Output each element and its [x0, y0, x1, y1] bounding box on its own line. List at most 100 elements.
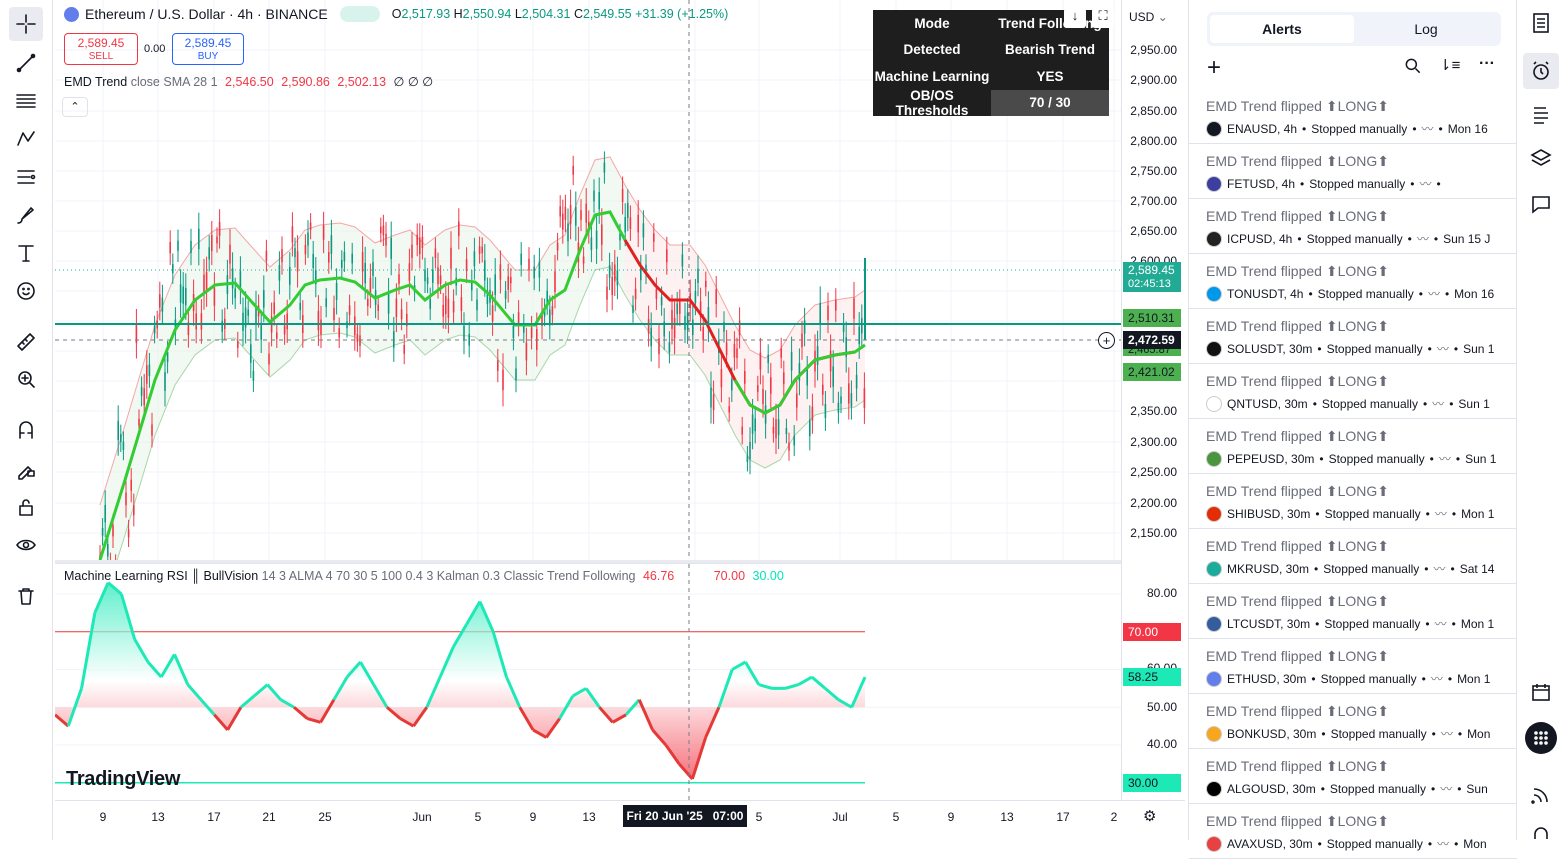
rsi-line — [690, 736, 708, 780]
sell-button[interactable]: 2,589.45 SELL — [64, 33, 138, 65]
crosshair-price-label: 2,472.59 — [1123, 331, 1181, 349]
trend-line-icon[interactable] — [9, 46, 43, 80]
draw-lock-icon[interactable] — [9, 452, 43, 486]
tab-alerts[interactable]: Alerts — [1210, 15, 1354, 43]
rsi-line — [385, 706, 402, 720]
buy-button[interactable]: 2,589.45 BUY — [172, 33, 244, 65]
add-alert-plus-icon[interactable]: + — [1098, 332, 1115, 349]
price-tick: 2,150.00 — [1130, 526, 1177, 540]
alert-item[interactable]: EMD Trend flipped ⬆LONG⬆ ETHUSD, 30m • Stop… — [1189, 639, 1517, 694]
trash-icon[interactable] — [9, 579, 43, 613]
candle-body — [668, 342, 671, 353]
object-tree-icon[interactable] — [1526, 100, 1556, 130]
rsi-line — [465, 600, 482, 625]
rsi-canvas[interactable] — [55, 564, 1121, 800]
tradingview-logo[interactable]: TradingView — [66, 768, 181, 790]
add-alert-icon[interactable]: + — [1207, 54, 1222, 81]
candle-body — [796, 393, 798, 408]
tab-log[interactable]: Log — [1414, 21, 1438, 37]
candle-body — [424, 269, 426, 282]
watchlist-icon[interactable] — [1526, 8, 1556, 38]
candle-body — [117, 420, 119, 441]
price-chart-canvas[interactable] — [55, 0, 1121, 560]
currency-select[interactable]: USD ⌄ — [1129, 10, 1168, 24]
emd-trend-legend[interactable]: EMD Trend close SMA 28 1 2,546.50 2,590.… — [64, 75, 434, 89]
alert-item[interactable]: EMD Trend flipped ⬆LONG⬆ ALGOUSD, 30m • Sto… — [1189, 749, 1517, 804]
chat-icon[interactable] — [1526, 189, 1556, 219]
alerts-clock-icon[interactable] — [1523, 53, 1559, 89]
notification-icon[interactable] — [1526, 820, 1556, 850]
candle-body — [569, 205, 572, 224]
candle-body — [528, 258, 530, 270]
coin-icon — [1206, 450, 1222, 467]
sort-icon[interactable]: ⇂≡ — [1439, 57, 1461, 74]
candle-body — [780, 348, 782, 358]
time-axis[interactable]: 9 13 17 21 25 Jun 5 9 13 5 Jul 5 9 13 17 2 Fri 20 Jun '… — [55, 800, 1185, 840]
price-tick: 2,900.00 — [1130, 73, 1177, 87]
alert-item[interactable]: EMD Trend flipped ⬆LONG⬆ AVAXUSD, 30m • Sto… — [1189, 804, 1517, 859]
price-scale[interactable]: USD ⌄ 2,950.00 2,900.00 2,850.00 2,800.00 2,… — [1121, 0, 1185, 800]
trend-line-mini-icon: 〰 — [1440, 727, 1453, 741]
price-chart[interactable] — [55, 0, 1121, 560]
chevron-down-icon: ⌄ — [1157, 10, 1168, 24]
more-options-icon[interactable]: ··· — [1479, 55, 1495, 72]
candle-body — [517, 312, 520, 325]
candle-body — [231, 268, 234, 289]
brush-icon[interactable] — [9, 198, 43, 232]
alert-item[interactable]: EMD Trend flipped ⬆LONG⬆ PEPEUSD, 30m • Sto… — [1189, 419, 1517, 474]
lock-icon[interactable] — [9, 490, 43, 524]
alert-item[interactable]: EMD Trend flipped ⬆LONG⬆ ICPUSD, 4h • Stopp… — [1189, 199, 1517, 254]
download-icon[interactable]: ↓ — [1064, 8, 1086, 28]
forecast-icon[interactable] — [9, 160, 43, 194]
emoji-icon[interactable] — [9, 274, 43, 308]
candle-body — [395, 298, 398, 317]
rsi-line — [107, 581, 123, 596]
candle-body — [590, 237, 593, 250]
alert-item[interactable]: EMD Trend flipped ⬆LONG⬆ BONKUSD, 30m • Sto… — [1189, 694, 1517, 749]
time-tick: 9 — [99, 810, 107, 824]
rsi-line — [199, 698, 216, 716]
alert-item[interactable]: EMD Trend flipped ⬆LONG⬆ QNTUSD, 30m • Stop… — [1189, 364, 1517, 419]
alert-item[interactable]: EMD Trend flipped ⬆LONG⬆ SOLUSDT, 30m • Sto… — [1189, 309, 1517, 364]
settings-gear-icon[interactable]: ⚙ — [1143, 808, 1157, 825]
broadcast-icon[interactable] — [1526, 780, 1556, 810]
search-icon[interactable] — [1403, 56, 1423, 81]
candle-body — [679, 301, 681, 314]
rsi-legend[interactable]: Machine Learning RSI ║ BullVision 14 3 A… — [64, 569, 784, 583]
rsi-line — [784, 683, 800, 690]
candle-body — [146, 365, 148, 384]
pattern-icon[interactable] — [9, 122, 43, 156]
collapse-legend-button[interactable]: ⌃ — [62, 97, 88, 117]
alert-title: EMD Trend flipped ⬆LONG⬆ — [1206, 318, 1389, 334]
magnet-icon[interactable] — [9, 413, 43, 447]
candle-body — [486, 290, 489, 305]
candle-body — [174, 319, 177, 333]
alert-item[interactable]: EMD Trend flipped ⬆LONG⬆ ENAUSD, 4h • Stopp… — [1189, 89, 1517, 144]
candle-body — [702, 326, 704, 341]
alert-item[interactable]: EMD Trend flipped ⬆LONG⬆ SHIBUSD, 30m • Sto… — [1189, 474, 1517, 529]
pane-divider[interactable] — [55, 560, 1185, 563]
alert-item[interactable]: EMD Trend flipped ⬆LONG⬆ MKRUSD, 30m • Stop… — [1189, 529, 1517, 584]
candle-body — [112, 525, 114, 537]
layers-icon[interactable] — [1526, 143, 1556, 173]
rsi-pane[interactable] — [55, 563, 1121, 800]
calendar-icon[interactable] — [1526, 677, 1556, 707]
candle-body — [299, 302, 301, 311]
market-status-icon[interactable] — [339, 6, 380, 22]
eye-icon[interactable] — [9, 528, 43, 562]
fullscreen-icon[interactable]: ⛶ — [1092, 8, 1114, 28]
text-icon[interactable] — [9, 236, 43, 270]
alert-item[interactable]: EMD Trend flipped ⬆LONG⬆ LTCUSDT, 30m • Sto… — [1189, 584, 1517, 639]
alert-details: ENAUSD, 4h • Stopped manually • 〰 • Mon 16 — [1206, 120, 1488, 137]
crosshair-icon[interactable] — [9, 7, 43, 41]
symbol-title[interactable]: Ethereum / U.S. Dollar · 4h · BINANCE — [85, 6, 328, 22]
indicator-info-table: Mode Trend Following Detected Bearish Tren… — [873, 10, 1109, 118]
alert-item[interactable]: EMD Trend flipped ⬆LONG⬆ TONUSDT, 4h • Stop… — [1189, 254, 1517, 309]
ruler-icon[interactable] — [9, 325, 43, 359]
price-tick: 2,650.00 — [1130, 224, 1177, 238]
apps-grid-icon[interactable] — [1525, 722, 1557, 754]
fib-retracement-icon[interactable] — [9, 84, 43, 118]
rsi-line — [651, 728, 667, 746]
alert-item[interactable]: EMD Trend flipped ⬆LONG⬆ FETUSD, 4h • Stopp… — [1189, 144, 1517, 199]
zoom-in-icon[interactable] — [9, 362, 43, 396]
